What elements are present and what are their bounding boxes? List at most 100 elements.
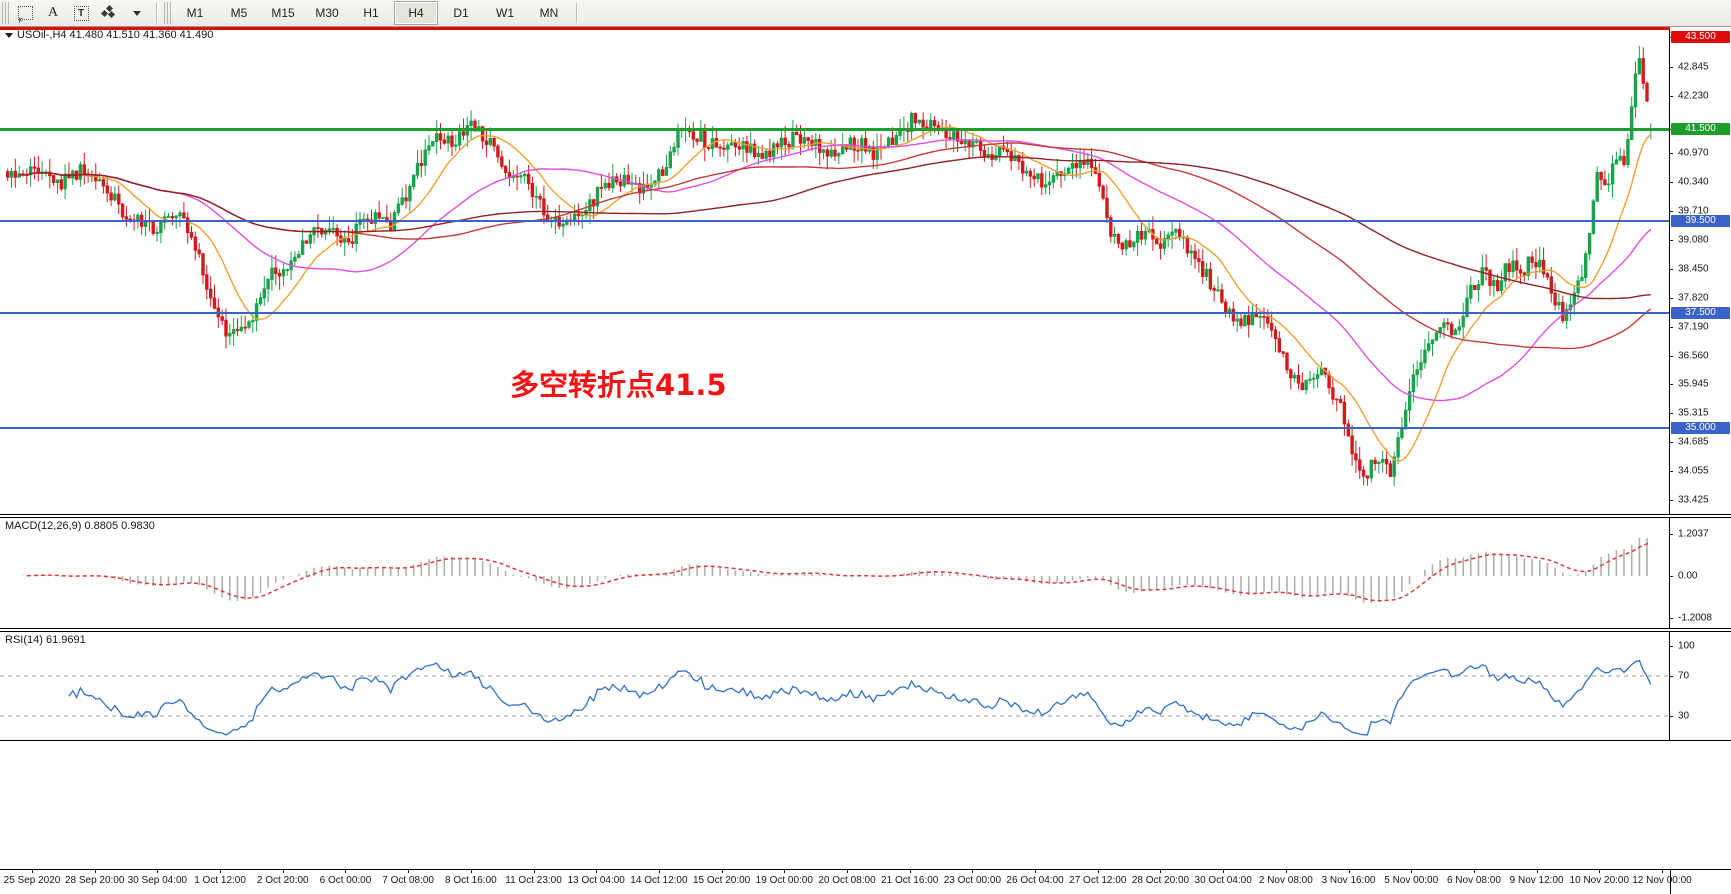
time-axis-tick	[1035, 870, 1037, 873]
rsi-axis: 100 70 30	[1670, 632, 1731, 740]
time-axis-tick	[1348, 870, 1350, 873]
time-axis-tick	[972, 870, 974, 873]
time-axis-tick	[220, 870, 222, 873]
price-level-line[interactable]	[0, 219, 1669, 222]
time-axis-tick	[658, 870, 660, 873]
price-plot-area[interactable]: USOil-,H4 41.480 41.510 41.360 41.490 多空…	[0, 27, 1670, 514]
time-axis-label: 21 Oct 16:00	[881, 875, 939, 886]
chart-annotation-text: 多空转折点41.5	[510, 368, 727, 402]
price-chart-pane[interactable]: USOil-,H4 41.480 41.510 41.360 41.490 多空…	[0, 27, 1731, 515]
time-axis-label: 19 Oct 00:00	[755, 875, 813, 886]
collapse-arrow-icon[interactable]	[5, 32, 13, 38]
dropdown-caret-icon[interactable]	[124, 2, 150, 25]
price-level-badge[interactable]: 37.500	[1671, 306, 1730, 319]
time-axis-label: 30 Oct 04:00	[1194, 875, 1252, 886]
time-axis-label: 7 Oct 08:00	[382, 875, 434, 886]
time-axis-tick	[1285, 870, 1287, 873]
time-axis-label: 27 Oct 12:00	[1069, 875, 1127, 886]
time-axis-tick	[1536, 870, 1538, 873]
timeframe-m30[interactable]: M30	[315, 6, 339, 20]
timeframe-h4[interactable]: H4	[394, 1, 438, 25]
rsi-label: RSI(14) 61.9691	[5, 634, 86, 646]
toolbar-divider-2	[576, 3, 577, 23]
time-axis-label: 28 Oct 20:00	[1131, 875, 1190, 886]
time-axis-label: 12 Nov 00:00	[1632, 875, 1692, 886]
macd-label: MACD(12,26,9) 0.8805 0.9830	[5, 520, 155, 532]
time-axis-tick	[32, 870, 33, 873]
macd-plot-area[interactable]: MACD(12,26,9) 0.8805 0.9830	[0, 518, 1670, 628]
objects-icon[interactable]	[96, 2, 122, 25]
toolbar: A T M1 M5 M15 M30 H1 H4 D1 W1 MN	[0, 0, 1731, 27]
timeframe-m1[interactable]: M1	[186, 6, 204, 20]
timeframe-w1[interactable]: W1	[496, 6, 514, 20]
time-axis-label: 26 Oct 04:00	[1006, 875, 1064, 886]
text-box-icon[interactable]: T	[68, 2, 94, 25]
time-axis-label: 6 Nov 08:00	[1446, 875, 1501, 886]
time-axis-label: 2 Nov 08:00	[1258, 875, 1313, 886]
timeframe-h1[interactable]: H1	[363, 6, 379, 20]
price-level-line[interactable]	[0, 311, 1669, 314]
time-axis-label: 10 Nov 20:00	[1569, 875, 1630, 886]
time-axis-label: 8 Oct 16:00	[444, 875, 497, 886]
time-axis-label: 5 Nov 00:00	[1384, 875, 1439, 886]
timeframe-mn[interactable]: MN	[539, 6, 559, 20]
price-level-line[interactable]	[0, 426, 1669, 429]
text-label-icon[interactable]: A	[47, 5, 59, 20]
time-axis-label: 11 Oct 23:00	[505, 875, 562, 886]
time-axis-tick	[345, 870, 347, 873]
time-axis-label: 28 Sep 20:00	[64, 875, 125, 886]
rsi-pane[interactable]: RSI(14) 61.9691 100 70 30	[0, 631, 1731, 741]
time-axis-tick	[1662, 870, 1663, 873]
time-axis-label: 25 Sep 2020	[3, 875, 61, 886]
time-axis-tick	[470, 870, 472, 873]
time-axis-label: 23 Oct 00:00	[943, 875, 1002, 886]
time-axis-tick	[408, 870, 410, 873]
time-axis-label: 6 Oct 00:00	[319, 875, 372, 886]
timeframe-grip[interactable]	[164, 2, 171, 24]
time-axis-label: 20 Oct 08:00	[818, 875, 876, 886]
time-axis-tick	[721, 870, 723, 873]
time-axis-label: 13 Oct 04:00	[567, 875, 625, 886]
time-axis-tick	[847, 870, 848, 873]
time-axis-tick	[1223, 870, 1225, 873]
price-level-badge[interactable]: 43.500	[1671, 31, 1730, 44]
timeframe-m5[interactable]: M5	[230, 6, 248, 20]
time-axis-label: 14 Oct 12:00	[630, 875, 688, 886]
time-axis-label: 3 Nov 16:00	[1321, 875, 1376, 886]
axis-corner	[1670, 870, 1731, 894]
time-axis-tick	[1097, 870, 1099, 873]
time-axis-tick	[282, 870, 284, 873]
timeframe-m15[interactable]: M15	[271, 6, 295, 20]
rsi-plot	[0, 659, 1669, 736]
time-axis-tick	[909, 870, 911, 873]
time-axis-label: 2 Oct 20:00	[256, 875, 309, 886]
price-candles	[6, 45, 1653, 486]
price-level-badge[interactable]: 39.500	[1671, 214, 1730, 227]
time-axis-label: 9 Nov 12:00	[1509, 875, 1564, 886]
time-axis-tick	[533, 870, 535, 873]
rsi-plot-area[interactable]: RSI(14) 61.9691	[0, 632, 1670, 740]
price-level-line[interactable]	[0, 128, 1669, 132]
time-axis-tick	[596, 870, 598, 873]
symbol-info-label: USOil-,H4 41.480 41.510 41.360 41.490	[5, 29, 213, 41]
crosshair-grid-icon[interactable]	[12, 2, 38, 25]
timeframe-d1[interactable]: D1	[453, 6, 469, 20]
time-axis[interactable]: 25 Sep 2020 28 Sep 20:00 30 Sep 04:00 1 Oct…	[0, 869, 1731, 894]
price-level-badge[interactable]: 35.000	[1671, 421, 1730, 434]
time-axis-tick	[1160, 870, 1162, 873]
time-axis-tick	[94, 870, 96, 873]
price-level-badge[interactable]: 41.500	[1671, 123, 1730, 136]
time-axis-label: 15 Oct 20:00	[692, 875, 751, 886]
time-axis-label: 1 Oct 12:00	[194, 875, 246, 886]
time-axis-label: 30 Sep 04:00	[127, 875, 188, 886]
time-axis-tick	[1411, 870, 1413, 873]
time-axis-tick	[784, 870, 786, 873]
time-axis-tick	[1599, 870, 1601, 873]
current-price-band	[0, 27, 1670, 30]
toolbar-divider	[156, 3, 157, 23]
toolbar-grip[interactable]	[2, 2, 9, 24]
time-axis-tick	[157, 870, 159, 873]
price-axis[interactable]: 43.50042.84542.23041.50040.97040.34039.7…	[1670, 27, 1731, 514]
macd-pane[interactable]: MACD(12,26,9) 0.8805 0.9830 1.2037 0.00 -1…	[0, 517, 1731, 629]
